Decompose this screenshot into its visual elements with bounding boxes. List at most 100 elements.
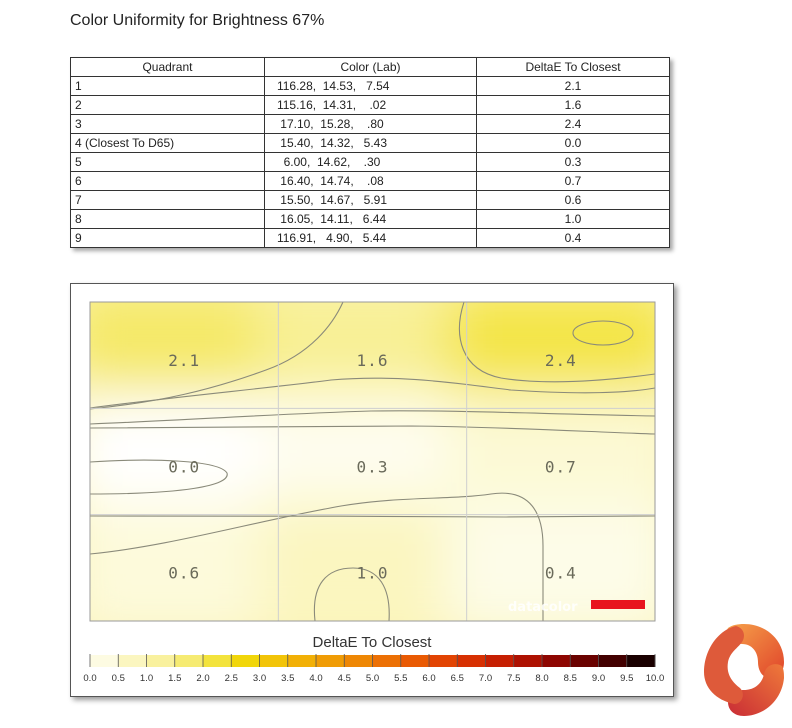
scale-swatch [372,655,402,667]
cell-deltae: 0.6 [476,190,670,210]
cell-color-lab: 6.00, 14.62, .30 [263,152,478,172]
cell-color-lab: 17.10, 15.28, .80 [263,114,478,134]
table-row: 6 16.40, 14.74, .08 0.7 [70,171,670,191]
scale-swatch [287,655,317,667]
contour-line [90,515,655,518]
cell-value-label: 2.4 [545,351,577,370]
scale-swatch [259,655,289,667]
scale-swatch [457,655,486,667]
scale-tick-label: 4.0 [309,673,322,684]
scale-tick-label: 6.5 [451,673,464,684]
cell-deltae: 0.0 [476,133,670,153]
scale-title: DeltaE To Closest [313,634,433,651]
scale-swatch [513,655,543,667]
cell-color-lab: 16.05, 14.11, 6.44 [263,209,478,229]
scale-tick-label: 7.5 [507,673,520,684]
contour-line [572,320,634,346]
cell-quadrant: 5 [70,152,265,172]
cell-quadrant: 7 [70,190,265,210]
cell-value-label: 0.0 [168,457,200,476]
watermark-text: datacolor [508,600,578,615]
cell-deltae: 1.0 [476,209,670,229]
cell-deltae: 0.4 [476,228,670,248]
scale-tick-label: 5.5 [394,673,407,684]
contour-line [458,302,655,383]
scale-swatch [90,655,119,667]
table-row: 9 116.91, 4.90, 5.44 0.4 [70,228,670,248]
cell-color-lab: 15.40, 14.32, 5.43 [263,133,478,153]
scale-tick-label: 1.0 [140,673,153,684]
cell-deltae: 2.1 [476,76,670,96]
scale-swatch [118,655,147,667]
scale-tick-label: 8.0 [535,673,548,684]
scale-tick-label: 9.5 [620,673,633,684]
cell-value-label: 0.6 [168,564,200,583]
cell-quadrant: 6 [70,171,265,191]
cell-value-label: 0.4 [545,564,577,583]
cell-quadrant: 2 [70,95,265,115]
watermark-bar [591,600,645,609]
color-table-wrapper: Quadrant Color (Lab) DeltaE To Closest 1… [70,57,670,248]
cell-value-label: 2.1 [168,351,200,370]
cell-quadrant: 9 [70,228,265,248]
cell-quadrant: 3 [70,114,265,134]
page-title: Color Uniformity for Brightness 67% [70,12,325,29]
uniformity-chart-panel: 2.1 1.6 2.4 0.0 0.3 0.7 0.6 1.0 0.4 datacolor De… [70,283,674,697]
table-row: 3 17.10, 15.28, .80 2.4 [70,114,670,134]
scale-swatch [316,655,345,667]
table-body: 1 116.28, 14.53, 7.54 2.1 2 115.16, 14.31, .… [70,76,670,248]
scale-swatch [542,655,571,667]
header-color-lab: Color (Lab) [263,57,478,77]
scale-swatch [570,655,599,667]
scale-tick-label: 2.0 [196,673,209,684]
heatmap-plot: 2.1 1.6 2.4 0.0 0.3 0.7 0.6 1.0 0.4 datacolor [90,302,655,621]
scale-tick-label: 9.0 [592,673,605,684]
scale-tick-label: 7.0 [479,673,492,684]
cell-value-label: 1.0 [357,564,389,583]
cell-value-label: 1.6 [357,351,389,370]
scale-swatch [626,655,656,667]
color-scale: 0.0 0.5 1.0 1.5 2.0 2.5 3.0 3.5 4.0 4.5 5.0 5.5 6.0 6… [83,654,664,684]
contour-line [313,567,390,621]
scale-swatch [485,655,515,667]
scale-tick-label: 1.5 [168,673,181,684]
contour-line [90,377,655,409]
cell-color-lab: 116.91, 4.90, 5.44 [263,228,478,248]
cell-quadrant: 1 [70,76,265,96]
scale-tick-label: 5.0 [366,673,379,684]
contour-line [90,302,344,410]
header-quadrant: Quadrant [70,57,265,77]
cell-deltae: 2.4 [476,114,670,134]
cell-color-lab: 116.28, 14.53, 7.54 [263,76,478,96]
scale-swatch [429,655,458,667]
color-table: Quadrant Color (Lab) DeltaE To Closest 1… [70,57,670,248]
scale-tick-label: 6.0 [422,673,435,684]
header-deltae: DeltaE To Closest [476,57,670,77]
cell-deltae: 0.3 [476,152,670,172]
cell-color-lab: 115.16, 14.31, .02 [263,95,478,115]
scale-tick-label: 10.0 [646,673,665,684]
scale-tick-label: 0.0 [83,673,96,684]
scale-tick-label: 3.0 [253,673,266,684]
cell-quadrant: 8 [70,209,265,229]
scale-swatch [400,655,430,667]
cell-quadrant: 4 (Closest To D65) [70,133,265,153]
table-header-row: Quadrant Color (Lab) DeltaE To Closest [70,57,670,77]
scale-swatch [598,655,628,667]
cell-value-label: 0.7 [545,457,577,476]
table-row: 8 16.05, 14.11, 6.44 1.0 [70,209,670,229]
contour-line [90,410,655,425]
table-row: 2 115.16, 14.31, .02 1.6 [70,95,670,115]
cell-color-lab: 15.50, 14.67, 5.91 [263,190,478,210]
scale-swatch [344,655,373,667]
uniformity-chart: 2.1 1.6 2.4 0.0 0.3 0.7 0.6 1.0 0.4 datacolor De… [83,301,664,684]
table-row: 5 6.00, 14.62, .30 0.3 [70,152,670,172]
plot-border [89,301,656,622]
cell-value-label: 0.3 [357,457,389,476]
cell-deltae: 1.6 [476,95,670,115]
scale-tick-label: 3.5 [281,673,294,684]
table-row: 4 (Closest To D65) 15.40, 14.32, 5.43 0.0 [70,133,670,153]
scale-swatch [203,655,232,667]
scale-tick-label: 8.5 [564,673,577,684]
scale-swatch [174,655,204,667]
